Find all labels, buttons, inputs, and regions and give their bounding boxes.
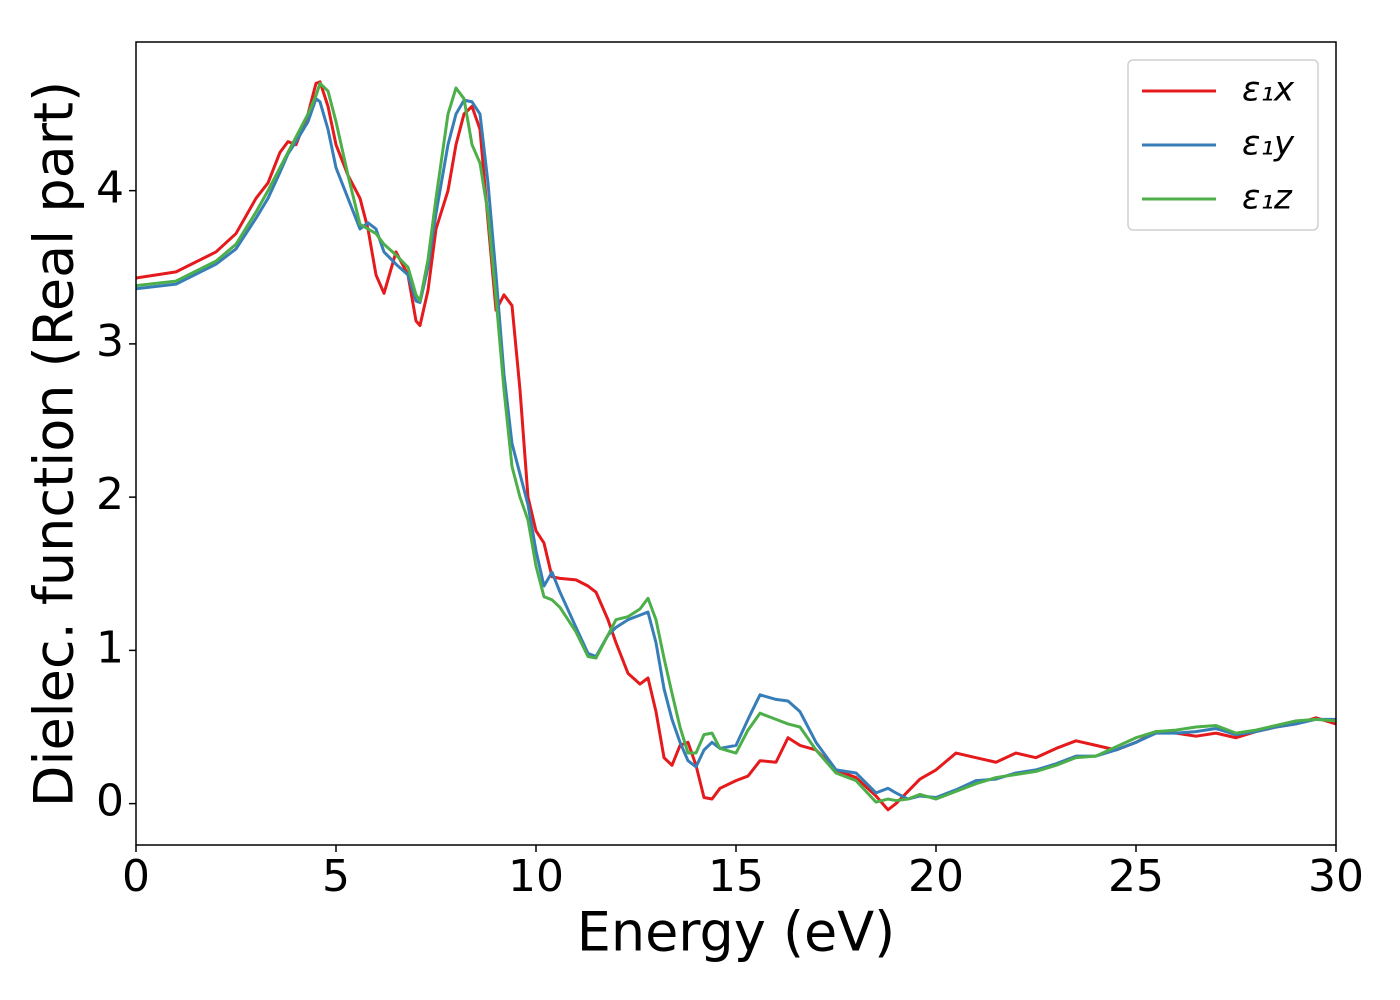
x-tick-label: 20 bbox=[908, 851, 964, 902]
legend-box bbox=[1127, 59, 1319, 231]
plot-frame bbox=[135, 41, 1337, 846]
x-tick-label: 30 bbox=[1308, 851, 1364, 902]
y-tick-label: 1 bbox=[96, 622, 124, 673]
series-line bbox=[136, 81, 1336, 804]
series-line bbox=[136, 80, 1336, 812]
legend-label: ε₁x bbox=[1242, 70, 1295, 110]
x-axis-label: Energy (eV) bbox=[577, 901, 896, 964]
y-tick-label: 3 bbox=[96, 316, 124, 367]
y-axis-label: Dielec. function (Real part) bbox=[23, 81, 86, 807]
x-tick-label: 0 bbox=[122, 851, 150, 902]
legend-label: ε₁y bbox=[1242, 124, 1295, 164]
x-tick-label: 25 bbox=[1108, 851, 1164, 902]
x-tick-label: 5 bbox=[322, 851, 350, 902]
x-tick-label: 10 bbox=[508, 851, 564, 902]
y-tick-label: 4 bbox=[96, 163, 124, 214]
y-tick-label: 2 bbox=[96, 469, 124, 520]
legend-label: ε₁z bbox=[1242, 178, 1293, 218]
y-tick-label: 0 bbox=[96, 776, 124, 827]
series-line bbox=[136, 97, 1336, 801]
x-tick-label: 15 bbox=[708, 851, 764, 902]
